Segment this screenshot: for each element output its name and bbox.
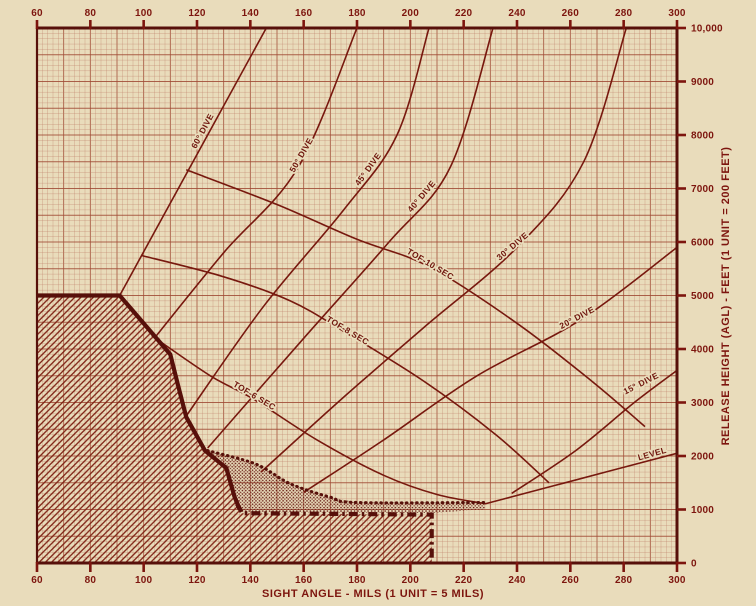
bottom-tick-label-120: 120 (188, 575, 206, 586)
bottom-tick-label-80: 80 (85, 575, 97, 586)
curve-tof-6 (151, 334, 486, 505)
top-tick-label-80: 80 (85, 8, 97, 19)
no-release-crosshatch-region (37, 295, 432, 563)
curve-dive-15 (511, 369, 677, 495)
top-tick-label-140: 140 (242, 8, 260, 19)
top-tick-label-100: 100 (135, 8, 153, 19)
curve-dive-20 (303, 246, 677, 494)
bottom-tick-label-60: 60 (31, 575, 43, 586)
curves (118, 28, 677, 505)
right-tick-label-10000: 10,000 (691, 24, 723, 35)
top-tick-label-300: 300 (668, 8, 686, 19)
top-tick-label-240: 240 (508, 8, 526, 19)
right-tick-label-0: 0 (691, 559, 697, 570)
top-tick-label-260: 260 (562, 8, 580, 19)
caution-stipple-region (207, 450, 485, 513)
curve-dive-30 (260, 28, 628, 473)
curve-tof-8 (140, 254, 550, 484)
bottom-tick-label-180: 180 (348, 575, 366, 586)
right-tick-label-5000: 5000 (691, 291, 714, 302)
curve-level (484, 452, 677, 505)
bottom-tick-label-160: 160 (295, 575, 313, 586)
right-tick-label-3000: 3000 (691, 398, 714, 409)
curve-dive-50 (153, 28, 358, 339)
top-tick-label-200: 200 (402, 8, 420, 19)
right-tick-label-7000: 7000 (691, 184, 714, 195)
right-tick-label-1000: 1000 (691, 505, 714, 516)
bottom-tick-label-220: 220 (455, 575, 473, 586)
dotted-envelope-boundary (206, 449, 487, 505)
top-tick-label-120: 120 (188, 8, 206, 19)
curve-dive-60 (118, 28, 268, 296)
bottom-tick-label-200: 200 (402, 575, 420, 586)
top-tick-label-60: 60 (31, 8, 43, 19)
bottom-tick-label-240: 240 (508, 575, 526, 586)
bottom-tick-label-280: 280 (615, 575, 633, 586)
solid-envelope-boundary (37, 293, 242, 511)
x-axis-title: SIGHT ANGLE - MILS (1 UNIT = 5 MILS) (262, 588, 484, 600)
right-tick-label-6000: 6000 (691, 238, 714, 249)
right-tick-label-9000: 9000 (691, 77, 714, 88)
y-axis-title: RELEASE HEIGHT (AGL) - FEET (1 UNIT = 20… (720, 147, 732, 446)
bottom-tick-label-260: 260 (562, 575, 580, 586)
curve-tof-10 (186, 169, 646, 428)
right-tick-label-8000: 8000 (691, 131, 714, 142)
right-tick-label-2000: 2000 (691, 452, 714, 463)
top-tick-label-220: 220 (455, 8, 473, 19)
bottom-tick-label-140: 140 (242, 575, 260, 586)
bottom-tick-label-300: 300 (668, 575, 686, 586)
bottom-tick-label-100: 100 (135, 575, 153, 586)
y-axis-ticks: 0 1000 2000 3000 4000 5000 6000 7000 8000 9000 10,… (677, 24, 723, 570)
top-tick-label-280: 280 (615, 8, 633, 19)
top-tick-label-160: 160 (295, 8, 313, 19)
dashdot-envelope-boundary (235, 503, 434, 563)
right-tick-label-4000: 4000 (691, 345, 714, 356)
x-axis-ticks: 60 60 80 80 100 100 120 120 140 140 160 160 180 180 20… (31, 8, 686, 586)
curve-dive-40 (207, 28, 494, 449)
top-tick-label-180: 180 (348, 8, 366, 19)
curve-dive-45 (185, 28, 430, 417)
